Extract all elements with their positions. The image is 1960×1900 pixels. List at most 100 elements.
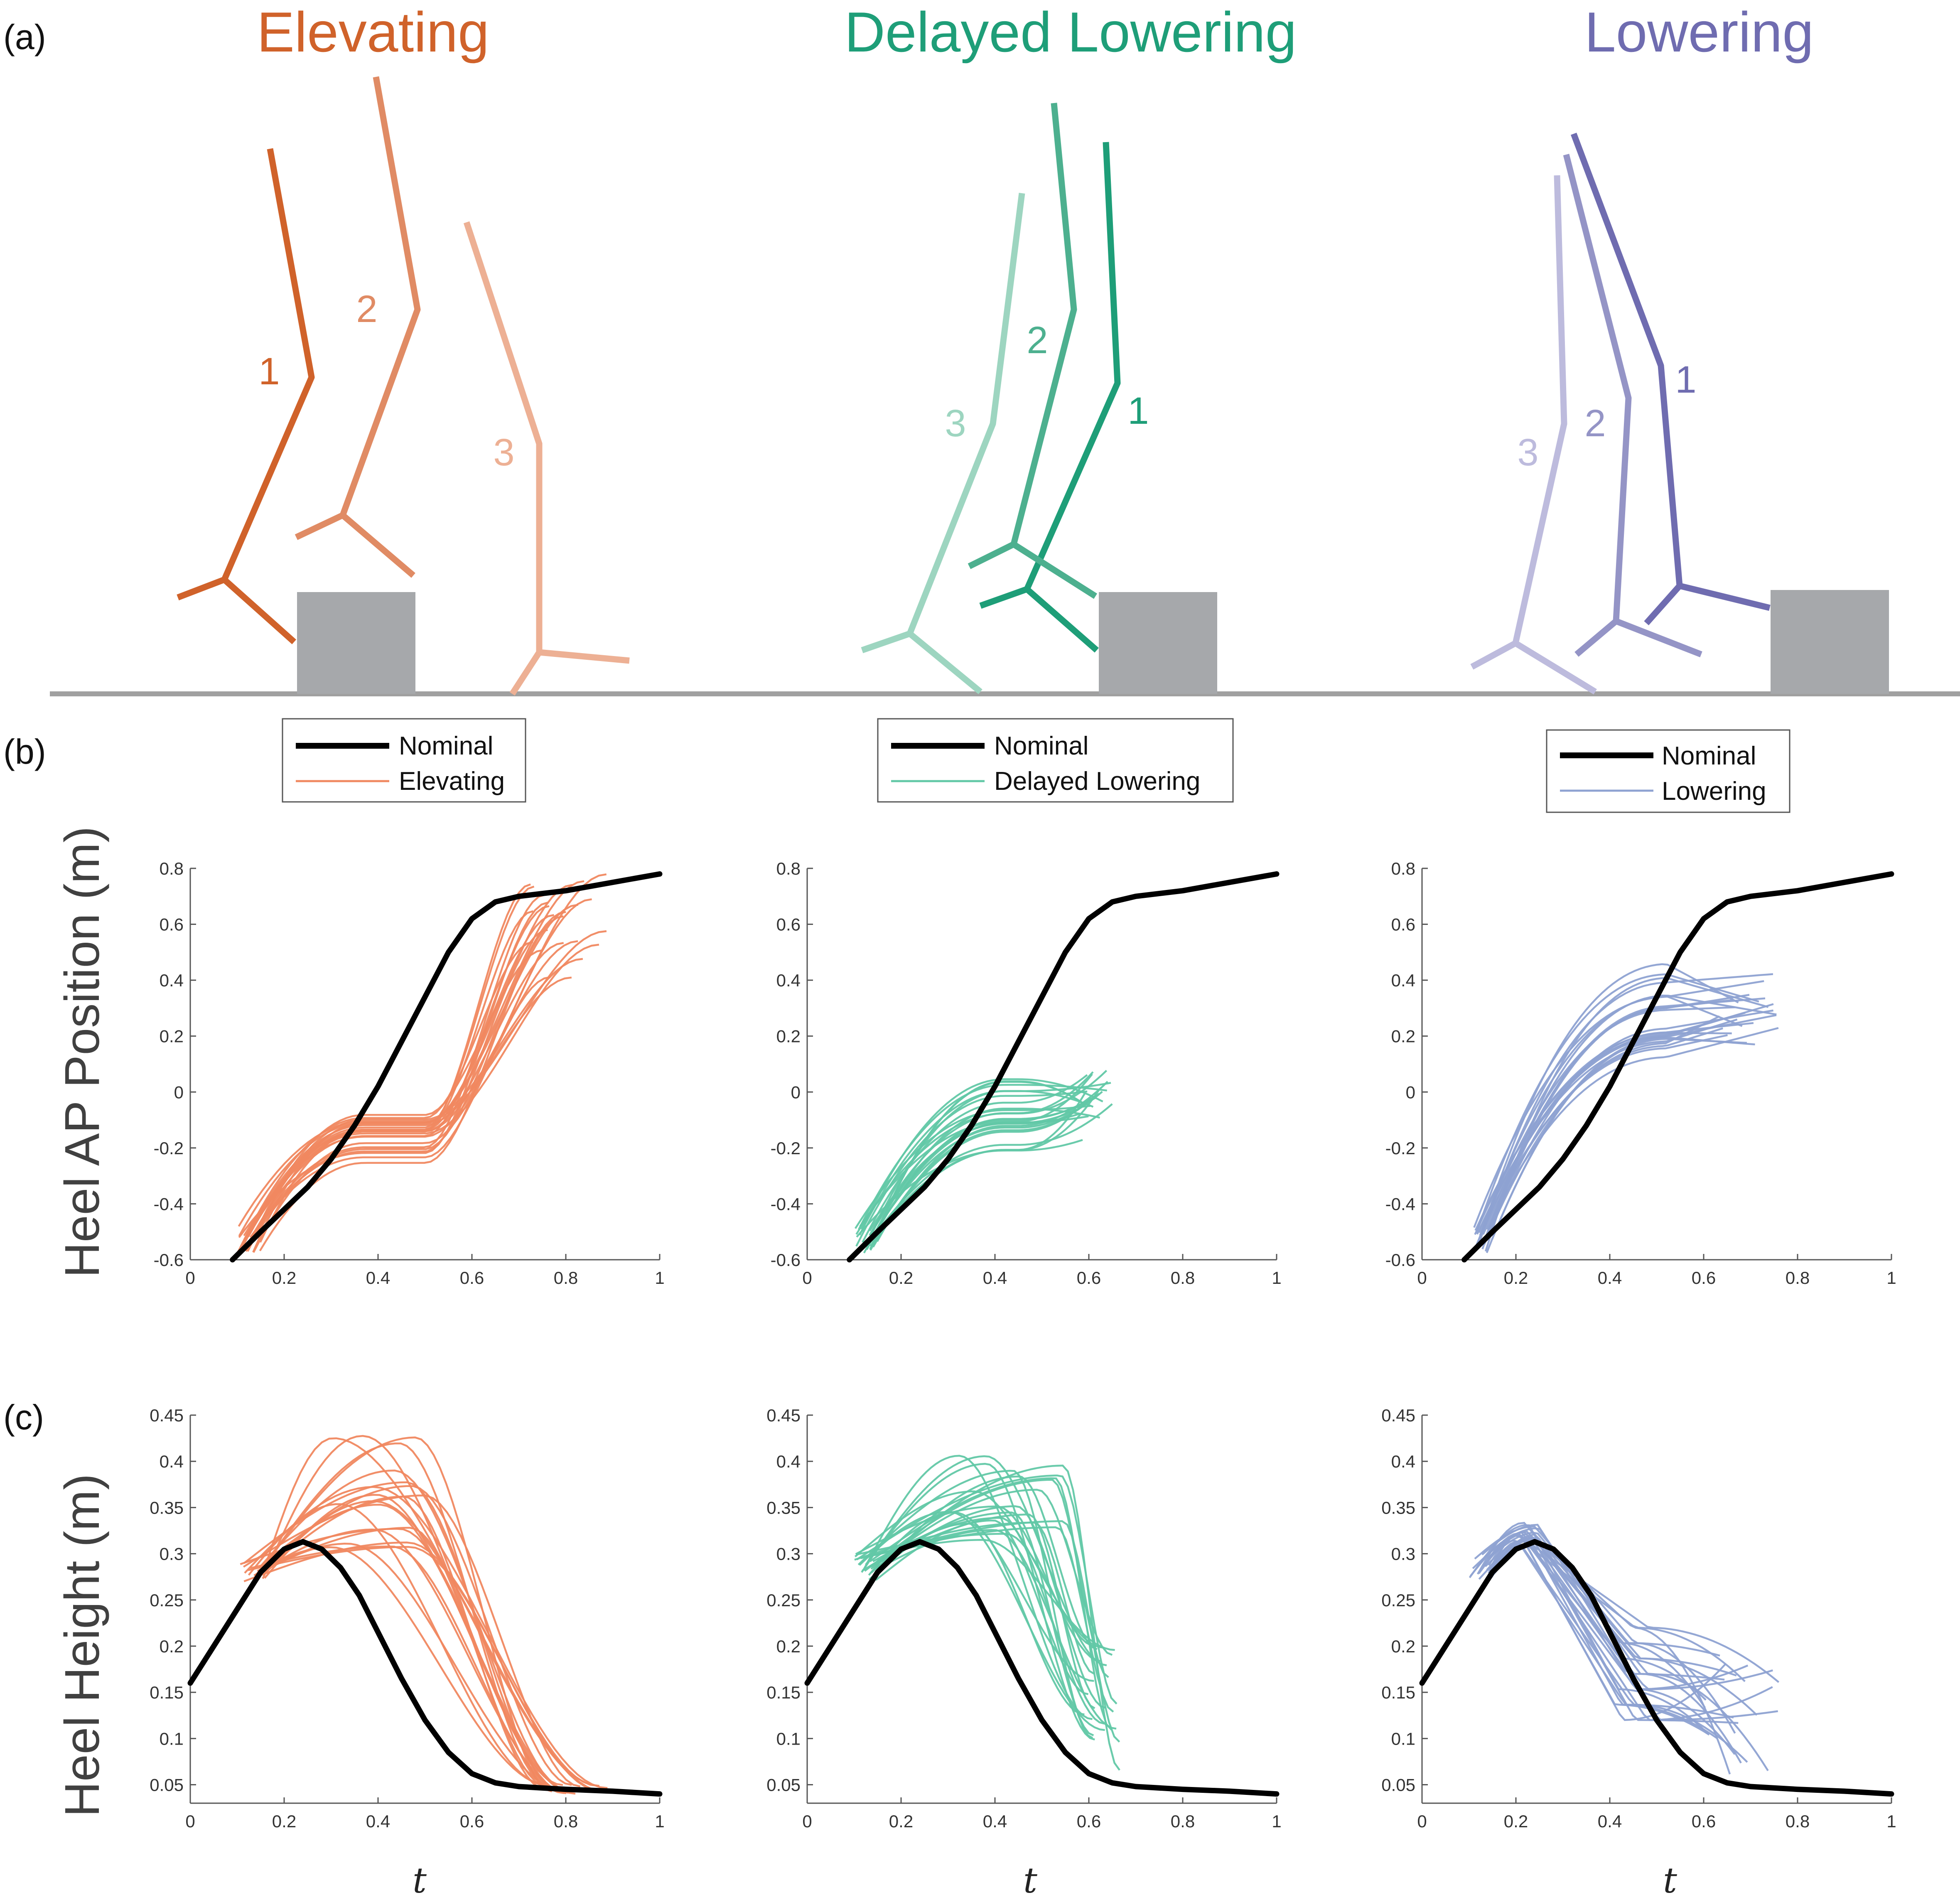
trial-line — [1491, 1539, 1749, 1690]
y-tick-label: 0.35 — [766, 1498, 801, 1517]
obstacle-delayed-lowering — [1099, 592, 1217, 694]
stick-lowering-2 — [1563, 154, 1702, 657]
x-tick-label: 0.2 — [889, 1812, 913, 1831]
trial-line — [868, 1511, 1094, 1682]
panel-label-a: (a) — [3, 17, 46, 57]
y-tick-label: 0.2 — [1391, 1637, 1415, 1656]
trial-line — [863, 1115, 1089, 1254]
title-delayed-lowering: Delayed Lowering — [845, 0, 1297, 64]
y-tick-label: 0.05 — [1381, 1775, 1415, 1795]
trial-line — [869, 1102, 1088, 1251]
x-tick-label: 0.6 — [460, 1812, 484, 1831]
x-tick-label: 0.6 — [460, 1268, 484, 1288]
trial-line — [1483, 1015, 1720, 1245]
stick-delayed-2-toe — [968, 541, 1015, 569]
y-tick-label: -0.4 — [1385, 1194, 1415, 1214]
y-tick-label: 0.1 — [1391, 1729, 1415, 1748]
trial-line — [253, 1436, 553, 1792]
x-tick-label: 0 — [802, 1268, 812, 1288]
trial-line — [242, 941, 533, 1243]
nominal-line — [847, 871, 1280, 1263]
y-tick-label: 0.15 — [766, 1683, 801, 1702]
y-tick-label: -0.4 — [771, 1194, 801, 1214]
trial-line — [875, 1080, 1084, 1236]
y-tick-label: 0.2 — [776, 1027, 801, 1046]
y-tick-label: 0.25 — [766, 1590, 801, 1610]
x-tick-label: 1 — [1272, 1812, 1281, 1831]
x-tick-label: 0.6 — [1692, 1812, 1716, 1831]
y-tick-label: 0.45 — [1381, 1406, 1415, 1425]
x-tick-label: 0.4 — [983, 1812, 1007, 1831]
y-tick-label: 0.8 — [1391, 859, 1415, 878]
panel-label-c: (c) — [3, 1398, 44, 1437]
stick-lowering-1-toe — [1644, 584, 1682, 625]
y-tick-label: 0.4 — [1391, 1452, 1415, 1471]
legend-series-label: Elevating — [399, 767, 505, 796]
plot-b-delayed-lowering: 0 0.2 0.4 0.6 0.8 1 -0.6 -0.4 -0.2 0 0.2 0.4 0.6 0.8 — [771, 859, 1282, 1288]
trial-line — [1478, 1538, 1731, 1775]
stick-delayed-1-toe — [979, 586, 1028, 609]
y-tick-label: 0.2 — [160, 1027, 184, 1046]
trial-line — [1486, 1009, 1773, 1239]
trial-line — [1487, 1539, 1734, 1719]
obstacle-elevating — [297, 592, 415, 694]
y-tick-label: 0.8 — [160, 859, 184, 878]
stick-elevating-2-toe — [295, 512, 344, 540]
xlabel-t-3: t — [1663, 1860, 1677, 1900]
x-tick-label: 1 — [655, 1812, 664, 1831]
plot-c-delayed-lowering: 0 0.2 0.4 0.6 0.8 1 0.05 0.1 0.15 0.2 0.25 0.3 0.35 0… — [766, 1406, 1281, 1831]
x-tick-label: 0.2 — [1504, 1812, 1528, 1831]
x-tick-label: 0.8 — [1171, 1812, 1195, 1831]
trial-line — [248, 905, 550, 1242]
trial-line — [864, 1479, 1109, 1678]
stick-lowering-3 — [1512, 175, 1597, 695]
y-tick-label: -0.4 — [154, 1194, 184, 1214]
legend-lowering: Nominal Lowering — [1546, 729, 1791, 813]
y-tick-label: 0.25 — [1381, 1590, 1415, 1610]
y-tick-label: 0.3 — [776, 1544, 801, 1564]
stick-label-delayed-2: 2 — [1027, 319, 1048, 361]
y-tick-label: 0.2 — [160, 1637, 184, 1656]
trial-line — [1477, 973, 1773, 1248]
trial-line — [245, 911, 566, 1252]
trial-line — [875, 1519, 1089, 1695]
x-tick-label: 0.6 — [1077, 1812, 1101, 1831]
legend-nominal-label: Nominal — [1662, 742, 1756, 770]
x-tick-label: 0.2 — [889, 1268, 913, 1288]
stick-lowering-3-toe — [1470, 640, 1517, 670]
xlabel-t-1: t — [413, 1860, 427, 1900]
trial-line — [1473, 980, 1764, 1228]
legend-delayed-lowering: Nominal Delayed Lowering — [877, 718, 1234, 803]
trial-line — [1488, 1540, 1748, 1763]
nominal-line — [804, 1539, 1280, 1797]
stick-figure-illustration: Elevating Delayed Lowering Lowering 1 2 … — [50, 0, 1960, 696]
trial-line — [874, 1539, 1115, 1651]
y-tick-label: 0.25 — [150, 1590, 184, 1610]
plot-b-lowering: 0 0.2 0.4 0.6 0.8 1 -0.6 -0.4 -0.2 0 0.2 0.4 0.6 0.8 — [1385, 859, 1896, 1288]
x-tick-label: 1 — [1272, 1268, 1281, 1288]
y-tick-label: 0.4 — [776, 1452, 801, 1471]
y-tick-label: -0.2 — [1385, 1138, 1415, 1158]
trial-line — [868, 1107, 1100, 1244]
y-tick-label: 0.05 — [766, 1775, 801, 1795]
stick-label-delayed-1: 1 — [1127, 390, 1149, 432]
stick-label-lowering-2: 2 — [1584, 402, 1606, 445]
ylabel-heel-ap-position: Heel AP Position (m) — [55, 826, 110, 1278]
y-tick-label: 0.6 — [160, 915, 184, 934]
nominal-line — [1419, 1539, 1894, 1797]
legend-nominal-label: Nominal — [994, 732, 1088, 760]
trial-line — [1491, 1038, 1747, 1240]
stick-elevating-1 — [221, 148, 315, 644]
panel-label-b: (b) — [3, 732, 46, 771]
x-tick-label: 0 — [185, 1268, 195, 1288]
trial-line — [1489, 1531, 1720, 1657]
stick-delayed-3-toe — [861, 630, 911, 654]
trial-line — [861, 1455, 1107, 1666]
x-tick-label: 1 — [655, 1268, 664, 1288]
trial-line — [236, 976, 572, 1254]
x-tick-label: 0.2 — [1504, 1268, 1528, 1288]
plot-c-lowering: 0 0.2 0.4 0.6 0.8 1 0.05 0.1 0.15 0.2 0.25 0.3 0.35 0… — [1381, 1406, 1896, 1831]
trial-line — [1486, 1027, 1779, 1230]
legend-series-label: Delayed Lowering — [994, 767, 1200, 796]
y-tick-label: 0.2 — [1391, 1027, 1415, 1046]
